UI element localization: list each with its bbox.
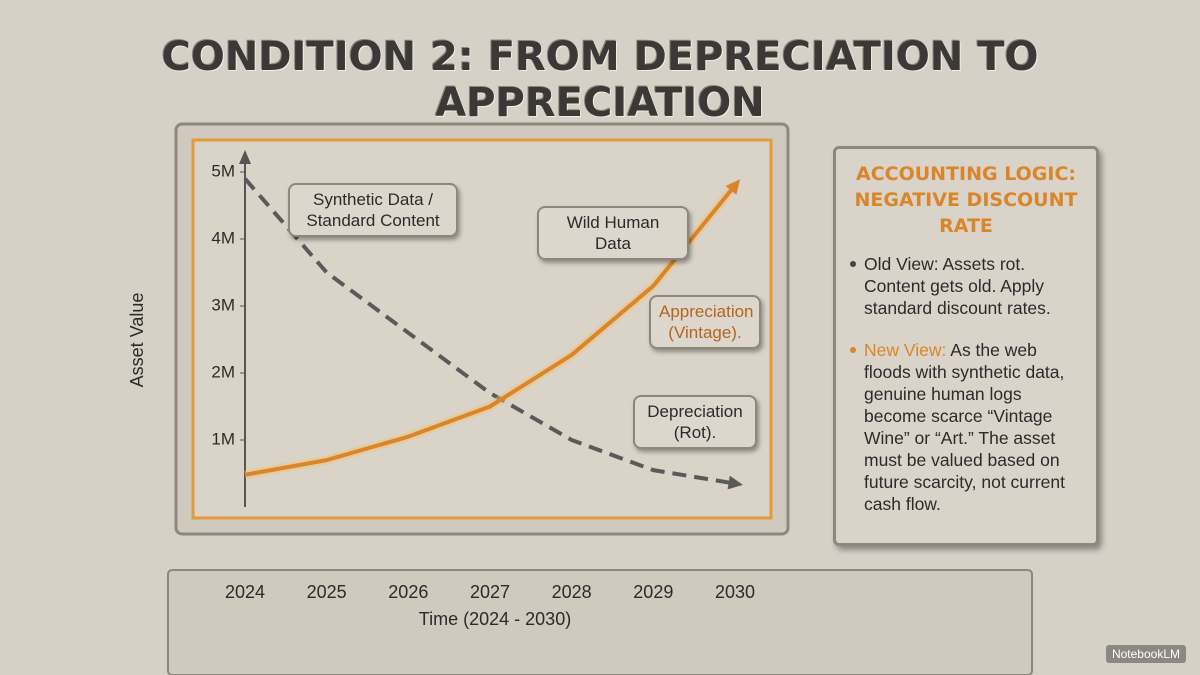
x-tick-label: 2027 bbox=[470, 582, 510, 602]
footer: NotebookLM bbox=[1105, 645, 1186, 663]
series-line bbox=[243, 177, 736, 486]
x-tick-label: 2024 bbox=[225, 582, 265, 602]
x-axis-label: Time (2024 - 2030) bbox=[419, 609, 571, 629]
panel-point: Old View: Assets rot. Content gets old. … bbox=[850, 253, 1082, 319]
x-tick-label: 2025 bbox=[307, 582, 347, 602]
series-label: Wild Human Data bbox=[537, 206, 689, 260]
y-tick-label: 2M bbox=[211, 362, 235, 381]
annotation: Appreciation (Vintage). bbox=[649, 295, 761, 349]
panel-point-text: As the web floods with synthetic data, g… bbox=[864, 340, 1066, 514]
title: CONDITION 2: FROM DEPRECIATION TO APPREC… bbox=[161, 34, 1039, 126]
y-tick-label: 5M bbox=[211, 161, 235, 180]
y-tick-label: 3M bbox=[211, 295, 235, 314]
x-tick-label: 2030 bbox=[715, 582, 755, 602]
x-tick-label: 2029 bbox=[633, 582, 673, 602]
panel-point-label: New View: bbox=[864, 340, 947, 360]
axis-slab bbox=[167, 569, 1033, 675]
annotation: Depreciation (Rot). bbox=[633, 395, 757, 449]
series-arrow bbox=[725, 179, 741, 195]
y-tick-label: 1M bbox=[211, 429, 235, 448]
panel-point: New View: As the web floods with synthet… bbox=[850, 339, 1082, 515]
y-tick-label: 4M bbox=[211, 228, 235, 247]
x-tick-label: 2026 bbox=[388, 582, 428, 602]
x-tick-label: 2028 bbox=[552, 582, 592, 602]
panel-title: ACCOUNTING LOGIC: NEGATIVE DISCOUNT RATE bbox=[854, 163, 1078, 237]
y-axis-arrow bbox=[239, 150, 251, 164]
info-panel: ACCOUNTING LOGIC: NEGATIVE DISCOUNT RATE… bbox=[833, 146, 1099, 546]
series-line bbox=[244, 184, 737, 477]
y-axis-label: Asset Value bbox=[127, 293, 147, 388]
series-arrow bbox=[727, 475, 743, 490]
series-label: Synthetic Data / Standard Content bbox=[288, 183, 458, 237]
